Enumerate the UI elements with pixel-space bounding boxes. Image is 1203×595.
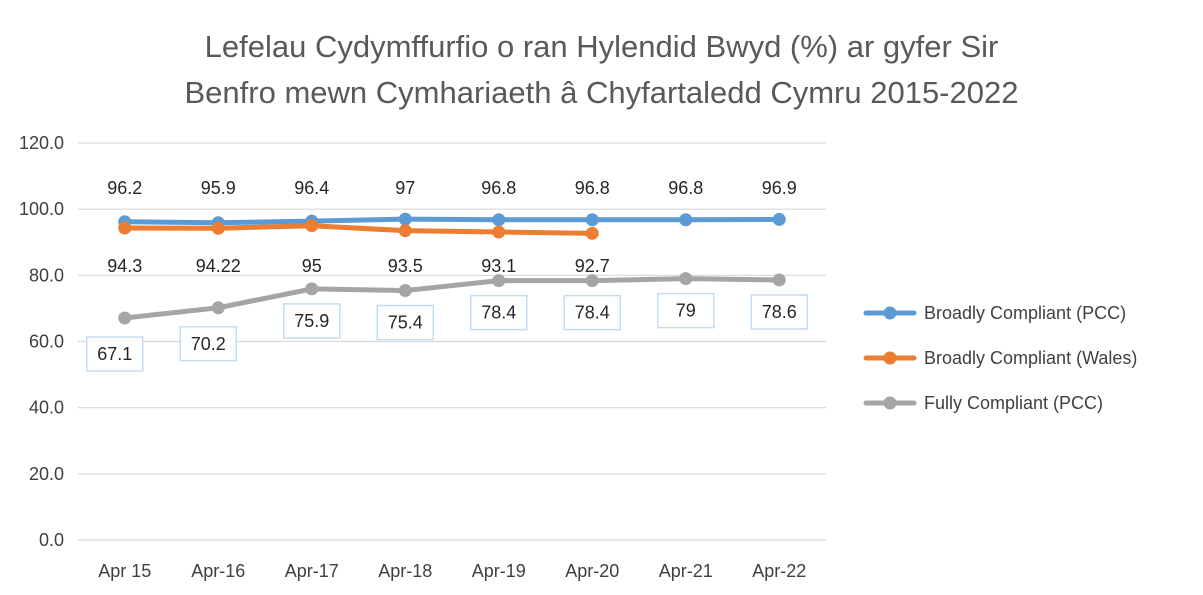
x-tick-label: Apr-19	[472, 561, 526, 581]
data-point	[118, 221, 132, 235]
data-label: 96.8	[481, 178, 516, 198]
legend: Broadly Compliant (PCC) Broadly Compliant…	[863, 303, 1137, 413]
data-point	[585, 226, 599, 240]
data-point	[679, 213, 693, 227]
data-label: 75.4	[388, 313, 423, 333]
data-label-box	[657, 292, 715, 329]
data-point	[211, 301, 225, 315]
data-point	[305, 219, 319, 233]
y-tick-label: 100.0	[19, 199, 64, 219]
x-tick-label: Apr-18	[378, 561, 432, 581]
data-label-box	[86, 336, 144, 372]
y-tick-label: 40.0	[29, 398, 64, 418]
series-layer	[118, 212, 786, 325]
chart-title: Lefelau Cydymffurfio o ran Hylendid Bwyd…	[0, 24, 1203, 116]
x-tick-label: Apr-22	[752, 561, 806, 581]
data-label: 78.4	[481, 303, 516, 323]
data-point	[398, 212, 412, 226]
data-label: 78.6	[762, 302, 797, 322]
y-tick-label: 60.0	[29, 332, 64, 352]
data-label: 96.2	[107, 178, 142, 198]
data-label-box	[283, 303, 341, 339]
data-label-box	[750, 294, 808, 330]
legend-marker	[883, 396, 897, 410]
series-line	[122, 276, 782, 321]
data-labels: 96.2 95.9 96.4 97 96.8 96.8 96.8 96.9 94.3 94.22 9…	[86, 178, 808, 372]
data-label: 97	[395, 178, 415, 198]
chart-title-line-2: Benfro mewn Cymhariaeth â Chyfartaledd C…	[184, 75, 1019, 110]
data-label: 93.5	[388, 256, 423, 276]
data-label: 93.1	[481, 256, 516, 276]
data-label: 94.22	[196, 256, 241, 276]
data-point	[772, 273, 786, 287]
data-label: 96.9	[762, 178, 797, 198]
data-point	[398, 224, 412, 238]
data-label-box	[470, 294, 528, 331]
x-axis: Apr 15 Apr-16 Apr-17 Apr-18 Apr-19 Apr-20 Apr-…	[98, 561, 806, 581]
x-tick-label: Apr 15	[98, 561, 151, 581]
y-tick-label: 80.0	[29, 265, 64, 285]
chart-title-line-1: Lefelau Cydymffurfio o ran Hylendid Bwyd…	[204, 29, 999, 64]
data-label: 96.8	[668, 178, 703, 198]
data-point	[772, 212, 786, 226]
data-point	[585, 213, 599, 227]
y-tick-label: 20.0	[29, 464, 64, 484]
data-label: 92.7	[575, 256, 610, 276]
legend-label: Broadly Compliant (PCC)	[924, 303, 1126, 323]
data-point	[211, 221, 225, 235]
legend-marker	[883, 306, 897, 320]
data-label-box	[179, 326, 237, 362]
data-label: 78.4	[575, 303, 610, 323]
x-tick-label: Apr-20	[565, 561, 619, 581]
data-label: 96.8	[575, 178, 610, 198]
legend-label: Fully Compliant (PCC)	[924, 393, 1103, 413]
data-point	[585, 274, 599, 288]
y-axis: 0.0 20.0 40.0 60.0 80.0 100.0 120.0	[19, 133, 64, 550]
data-label: 70.2	[191, 334, 226, 354]
gridlines	[78, 142, 826, 541]
series-line	[122, 216, 782, 226]
data-label: 95.9	[201, 178, 236, 198]
data-label: 75.9	[294, 311, 329, 331]
x-tick-label: Apr-17	[285, 561, 339, 581]
x-tick-label: Apr-16	[191, 561, 245, 581]
data-point	[492, 213, 506, 227]
data-point	[492, 225, 506, 239]
data-label: 95	[302, 256, 322, 276]
series-line	[122, 223, 595, 236]
legend-marker	[883, 351, 897, 365]
data-label-box	[563, 294, 621, 331]
data-label-box	[376, 304, 434, 341]
y-tick-label: 120.0	[19, 133, 64, 153]
data-label: 94.3	[107, 256, 142, 276]
y-tick-label: 0.0	[39, 530, 64, 550]
data-point	[305, 282, 319, 296]
data-label: 79	[676, 301, 696, 321]
data-point	[679, 272, 693, 286]
data-point	[398, 284, 412, 298]
data-point	[118, 311, 132, 325]
data-point	[492, 274, 506, 288]
legend-label: Broadly Compliant (Wales)	[924, 348, 1137, 368]
data-label: 96.4	[294, 178, 329, 198]
data-label: 67.1	[97, 344, 132, 364]
x-tick-label: Apr-21	[659, 561, 713, 581]
